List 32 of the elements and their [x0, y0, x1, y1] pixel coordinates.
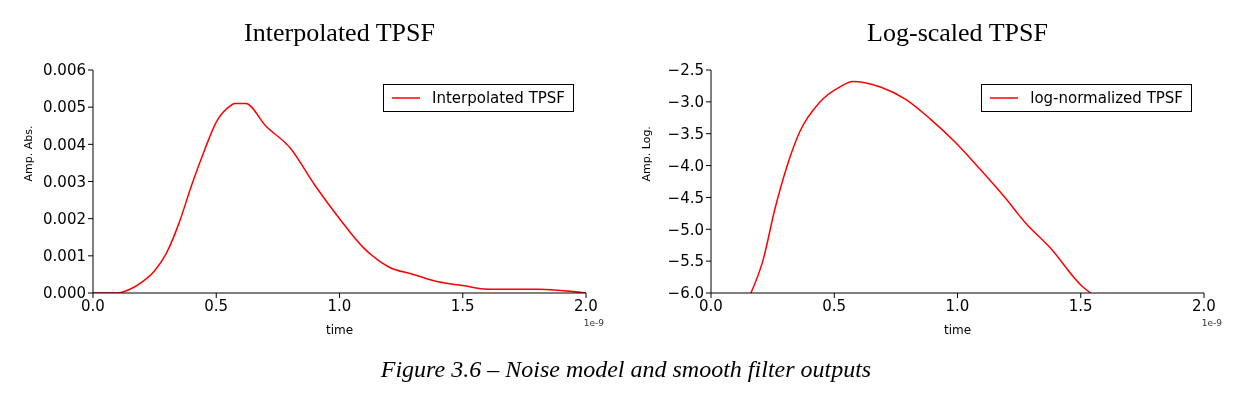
- y-tick-label: 0.001: [43, 247, 86, 266]
- y-tick-label: 0.002: [43, 209, 86, 228]
- x-tick-label: 0.5: [822, 296, 847, 315]
- x-tick-label: 1.0: [945, 296, 970, 315]
- y-axis-title: Amp. Log.: [639, 126, 653, 182]
- legend-label: log-normalized TPSF: [1030, 89, 1183, 107]
- legend-label: Interpolated TPSF: [431, 89, 565, 107]
- x-tick-label: 1.5: [450, 296, 475, 315]
- x-axis-title: time: [325, 323, 354, 337]
- x-tick-label: 1.0: [327, 296, 352, 315]
- y-tick-label: −4.5: [667, 188, 704, 207]
- y-tick-label: −5.0: [667, 220, 704, 239]
- y-tick-label: 0.005: [43, 98, 86, 117]
- x-tick-label: 2.0: [1192, 296, 1216, 315]
- y-tick-label: −4.0: [667, 156, 704, 175]
- y-tick-label: 0.003: [43, 172, 86, 191]
- y-tick-label: −5.5: [667, 252, 704, 271]
- y-axis-title: Amp. Abs.: [21, 125, 35, 182]
- chart-title: Log-scaled TPSF: [866, 18, 1049, 48]
- y-tick-label: 0.006: [43, 61, 86, 80]
- caption: Figure 3.6 – Noise model and smooth filter outputs: [379, 356, 873, 383]
- y-tick-label: −3.5: [667, 125, 704, 144]
- text: 1e-9: [583, 318, 604, 328]
- y-tick-label: −3.0: [667, 93, 704, 112]
- y-tick-label: 0.004: [43, 135, 86, 154]
- x-axis-title: time: [943, 323, 972, 337]
- x-tick-label: 2.0: [574, 296, 598, 315]
- text: 1e-9: [1201, 318, 1222, 328]
- chart-title: Interpolated TPSF: [243, 18, 436, 48]
- x-tick-label: 1.5: [1068, 296, 1093, 315]
- y-tick-label: −2.5: [667, 61, 704, 80]
- x-tick-label: 0.5: [204, 296, 229, 315]
